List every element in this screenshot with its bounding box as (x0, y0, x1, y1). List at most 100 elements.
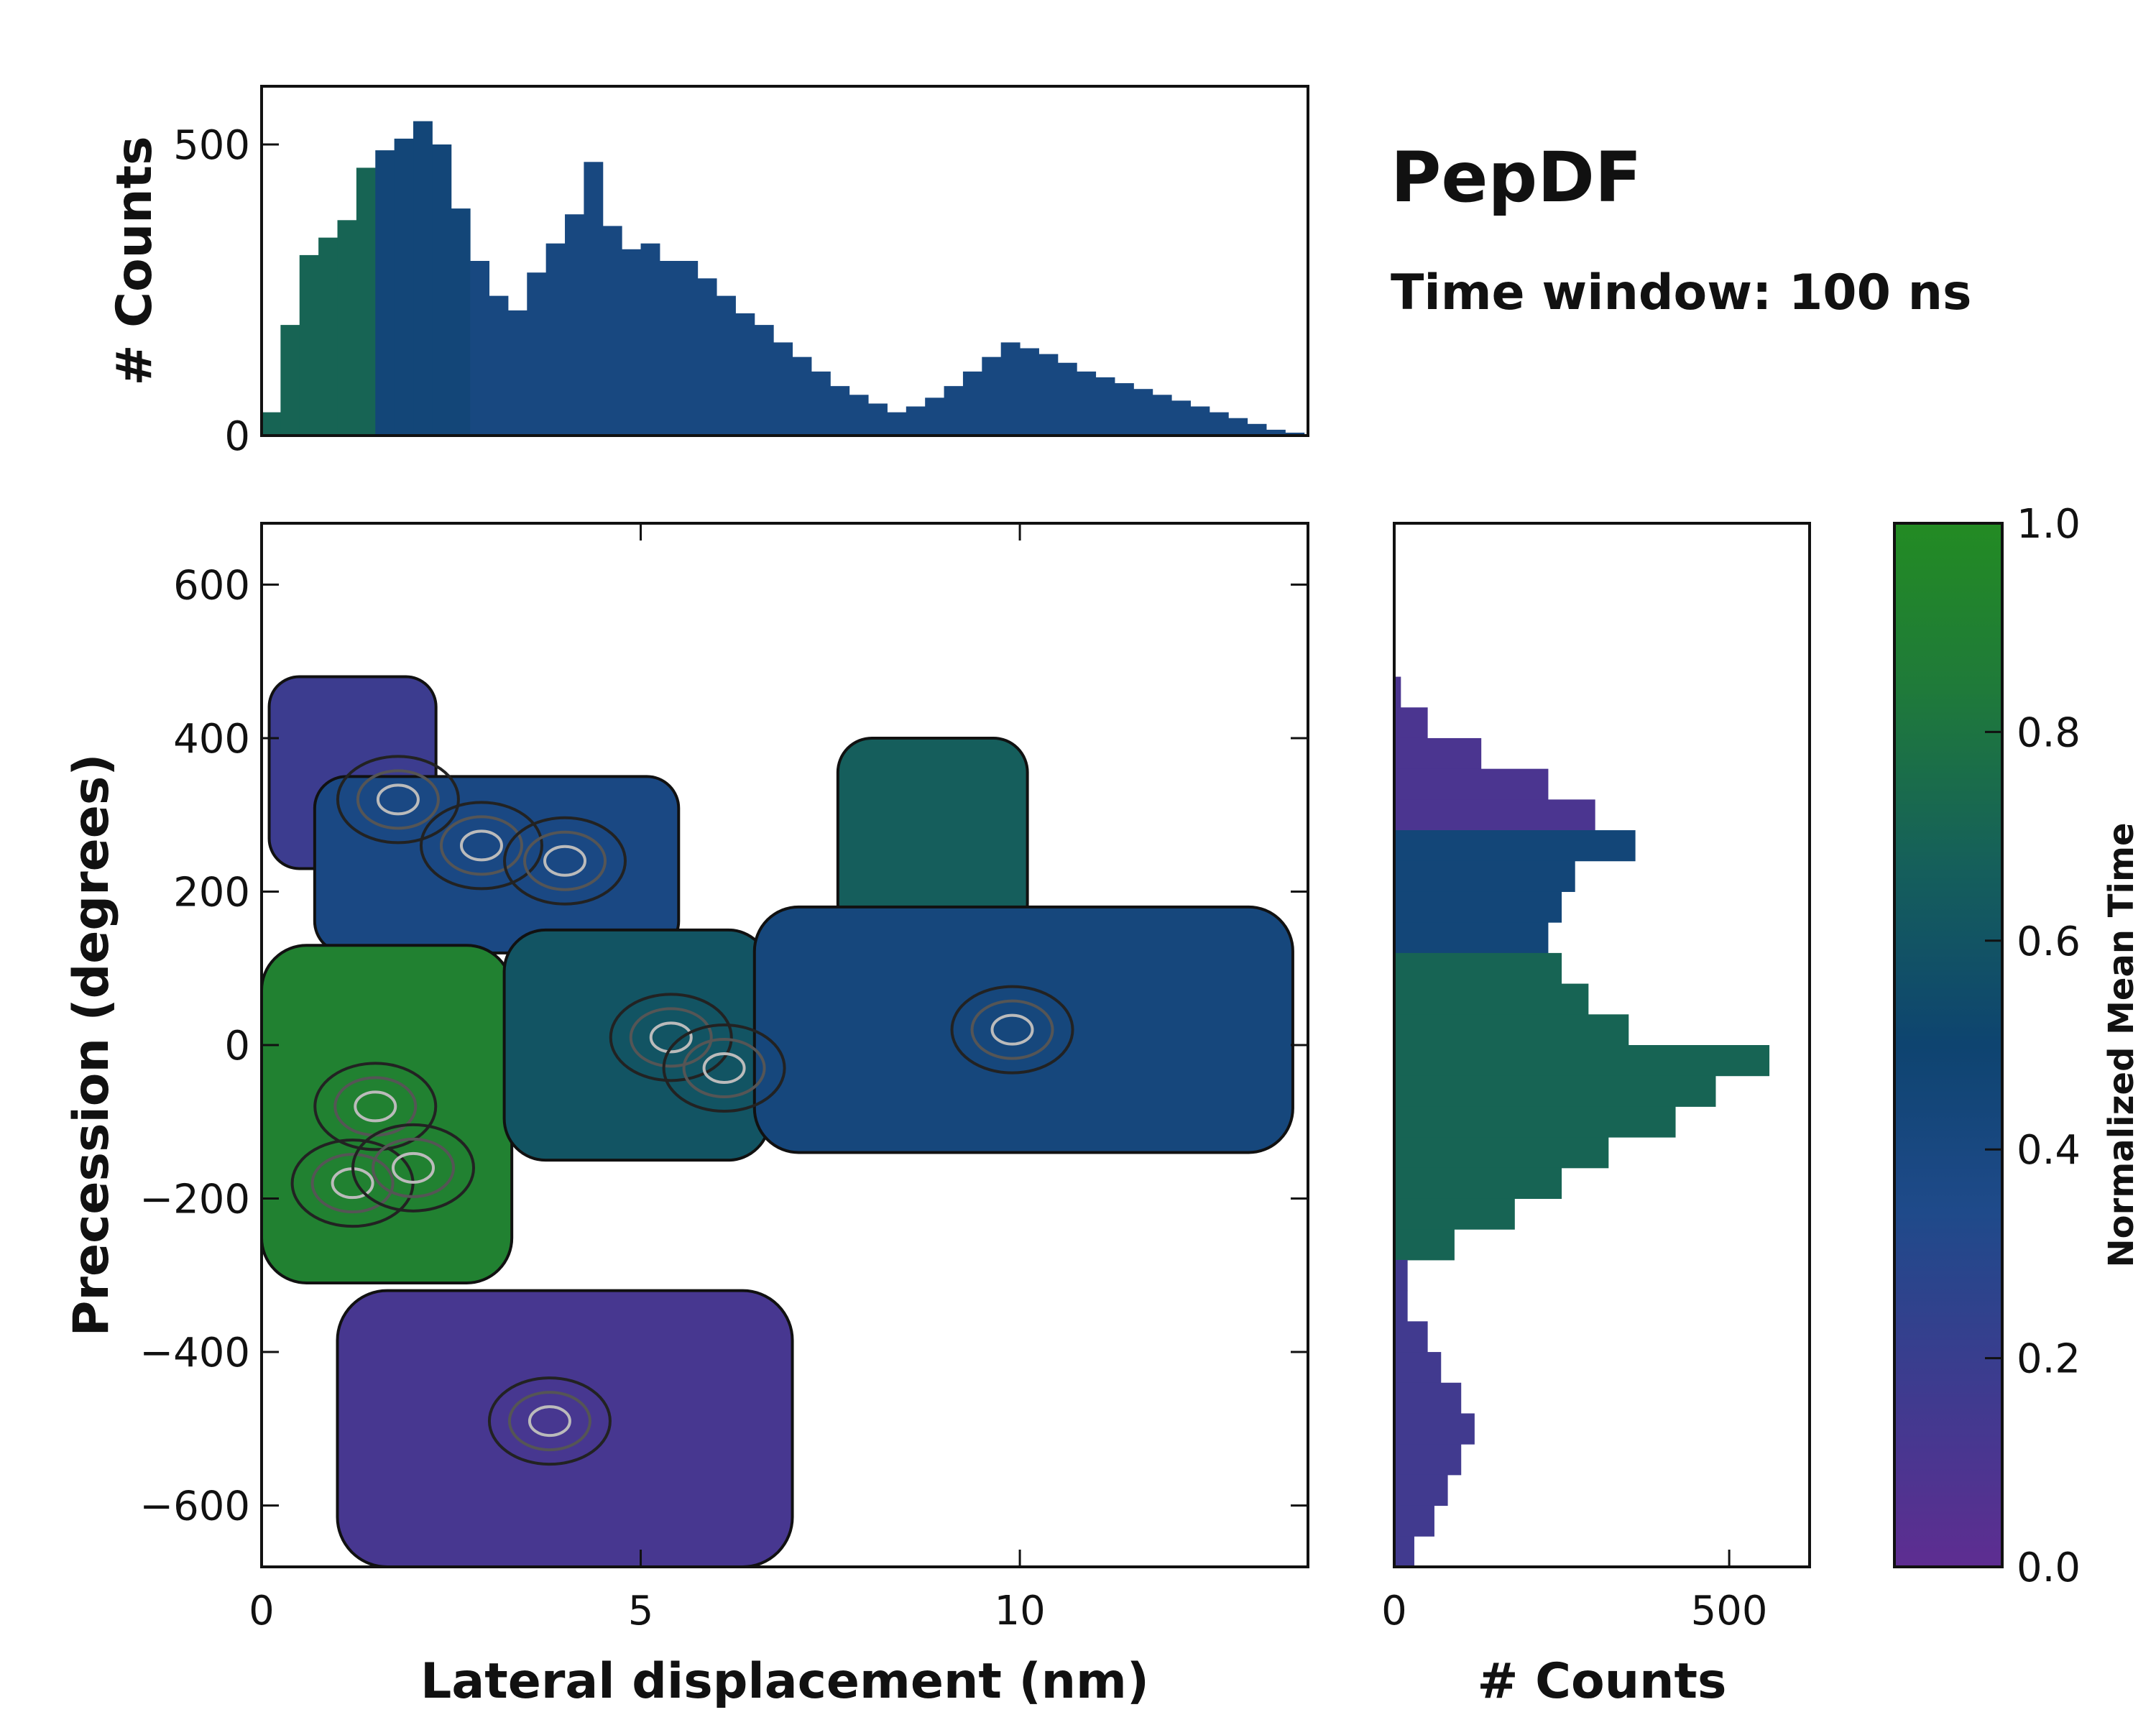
top-histogram-frame (260, 85, 1309, 437)
density-contour (419, 801, 543, 891)
top-histogram-bar (1038, 354, 1059, 436)
right-histogram-bar (1394, 1290, 1408, 1322)
top-histogram-bar (735, 313, 755, 436)
y-tick-label: −200 (139, 1177, 250, 1223)
top-histogram-bar (849, 395, 869, 436)
top-histogram-bar (1114, 383, 1134, 436)
density-contour (376, 783, 420, 816)
density-contour (372, 1137, 456, 1198)
right-histogram: 0 500 # Counts (1381, 522, 1811, 1710)
main-ylabel: Precession (degrees) (63, 754, 120, 1337)
right-histogram-bar (1394, 1536, 1414, 1567)
density-contour (970, 999, 1054, 1060)
top-histogram-bar (1020, 348, 1039, 436)
top-histogram-bar (1077, 371, 1097, 436)
top-histogram-bar (1209, 412, 1229, 436)
colorbar-tick-label: 0.0 (2017, 1545, 2081, 1591)
y-tick-label: 400 (173, 716, 250, 763)
top-histogram-bar (1266, 429, 1286, 436)
x-tick-label: 10 (994, 1588, 1045, 1634)
density-contour (649, 1021, 693, 1054)
top-y-tick-label: 500 (173, 122, 250, 169)
density-contour (310, 1153, 395, 1214)
right-histogram-frame (1393, 522, 1811, 1568)
top-histogram-bar (470, 261, 490, 436)
top-histogram-bar (1152, 395, 1172, 436)
density-contour (662, 1024, 786, 1113)
right-histogram-bar (1394, 983, 1589, 1015)
density-contour (682, 1038, 766, 1099)
top-histogram-bar (622, 249, 642, 436)
top-histogram-bar (602, 226, 622, 436)
top-histogram-bar (754, 325, 774, 436)
top-histogram-bar (584, 162, 604, 436)
density-contour (523, 830, 607, 891)
y-tick-label: 0 (224, 1023, 250, 1070)
right-histogram-bar (1394, 1259, 1408, 1292)
right-histogram-bar (1394, 707, 1428, 739)
density-contour (439, 815, 523, 876)
right-histogram-bar (1394, 1474, 1448, 1506)
top-histogram-bar (451, 208, 471, 436)
density-contour (354, 1090, 397, 1123)
top-histogram-bar (906, 406, 926, 436)
density-contour (487, 1376, 612, 1466)
top-histogram-bar (640, 243, 660, 436)
top-histogram-bar (773, 342, 793, 436)
top-histogram-bar (697, 278, 717, 436)
top-histogram-bar (982, 356, 1002, 436)
top-histogram-bar (925, 397, 945, 436)
top-histogram-bar (1228, 418, 1248, 436)
colorbar: 0.0 0.2 0.4 0.6 0.8 1.0 Normalized Mean Time (1893, 501, 2142, 1591)
top-histogram-bar (394, 138, 414, 436)
top-histogram-bar (1000, 342, 1021, 436)
right-histogram-bar (1394, 1137, 1609, 1169)
right-histogram-bar (1394, 1106, 1676, 1138)
heatmap-region (262, 944, 514, 1284)
right-histogram-bar (1394, 676, 1401, 708)
right-histogram-bar (1394, 1413, 1475, 1445)
top-histogram-bar (887, 412, 907, 436)
main-heatmap-frame (260, 522, 1309, 1568)
right-histogram-bar (1394, 1045, 1770, 1077)
top-histogram-bar (1133, 389, 1153, 436)
top-histogram-bar (962, 371, 982, 436)
right-histogram-bar (1394, 860, 1575, 892)
density-contour (392, 1151, 436, 1184)
colorbar-tick-label: 0.2 (2017, 1336, 2081, 1383)
top-histogram-bar (337, 220, 357, 436)
right-histogram-xlabel: # Counts (1477, 1653, 1726, 1710)
density-contour (351, 1123, 476, 1213)
density-contour (528, 1405, 571, 1438)
x-tick-label: 0 (249, 1588, 275, 1634)
density-contour (950, 985, 1074, 1075)
right-histogram-bar (1394, 799, 1595, 831)
right-x-tick-label: 0 (1381, 1588, 1407, 1634)
top-histogram-bar (1095, 377, 1115, 436)
colorbar-tick-label: 0.8 (2017, 709, 2081, 756)
density-contour (609, 993, 733, 1082)
right-x-tick-label: 500 (1691, 1588, 1768, 1634)
colorbar-label: Normalized Mean Time (2101, 822, 2142, 1267)
top-histogram-bar (868, 403, 888, 436)
top-histogram-bar (527, 272, 547, 436)
main-xlabel: Lateral displacement (nm) (420, 1653, 1149, 1710)
top-histogram-bar (507, 310, 528, 436)
density-contour (990, 1013, 1034, 1046)
density-contour (459, 829, 503, 862)
top-histogram-bar (659, 261, 679, 436)
right-histogram-bar (1394, 891, 1562, 923)
density-contour (702, 1052, 746, 1085)
top-histogram-bar (944, 386, 964, 436)
right-histogram-bar (1394, 1444, 1462, 1476)
top-y-tick-label: 0 (224, 413, 250, 460)
top-histogram-bar (830, 386, 850, 436)
right-histogram-bar (1394, 1321, 1428, 1353)
density-contour (629, 1007, 713, 1068)
right-histogram-bar (1394, 768, 1549, 800)
top-histogram-bar (375, 150, 395, 436)
top-histogram-bar (678, 261, 699, 436)
top-histogram-bar (356, 167, 376, 436)
y-tick-label: −600 (139, 1484, 250, 1530)
